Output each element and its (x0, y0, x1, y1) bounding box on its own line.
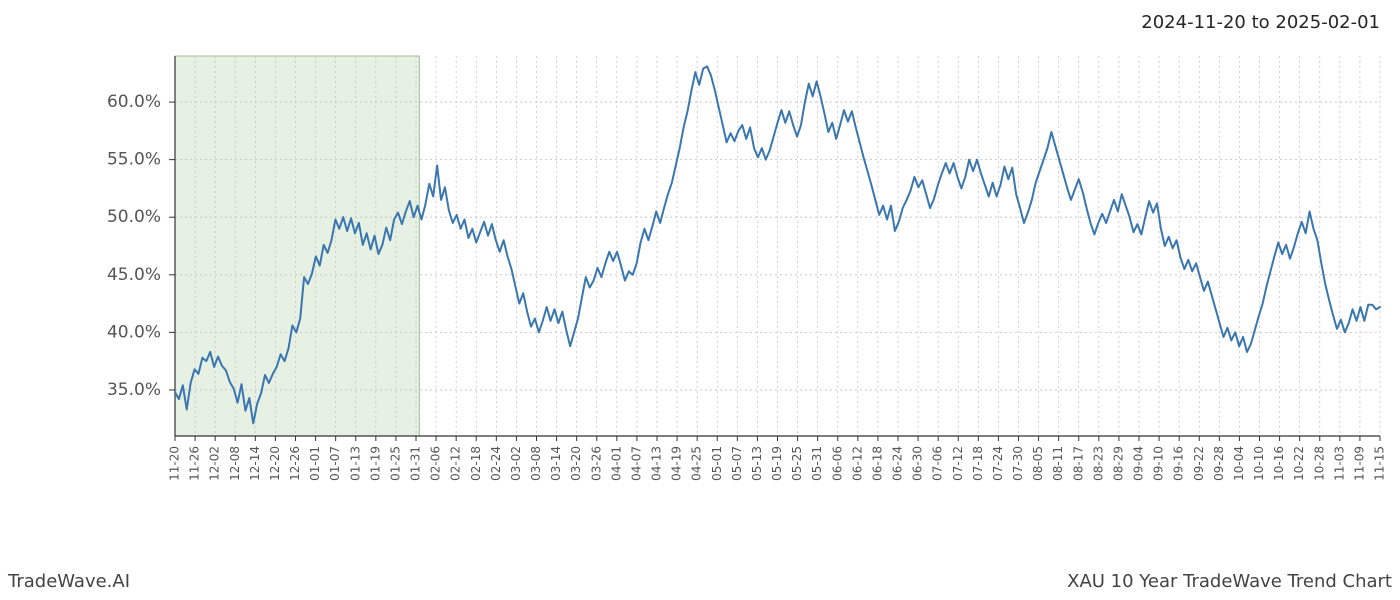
x-tick-label: 04-25 (690, 446, 704, 481)
x-tick-label: 11-26 (188, 446, 202, 481)
x-tick-label: 10-10 (1252, 446, 1266, 481)
date-range-title: 2024-11-20 to 2025-02-01 (1141, 12, 1380, 33)
x-tick-label: 05-13 (750, 446, 764, 481)
x-tick-label: 04-13 (650, 446, 664, 481)
x-tick-label: 05-25 (790, 446, 804, 481)
x-tick-label: 12-26 (288, 446, 302, 481)
x-tick-label: 12-14 (248, 446, 262, 481)
x-tick-label: 09-10 (1152, 446, 1166, 481)
x-tick-label: 05-31 (810, 446, 824, 481)
x-tick-label: 07-18 (971, 446, 985, 481)
x-tick-label: 01-07 (328, 446, 342, 481)
trend-chart: 35.0% 40.0% 45.0% 50.0% 55.0% 60.0% 11-20 11-26… (0, 36, 1400, 556)
x-tick-label: 03-20 (569, 446, 583, 481)
x-tick-label: 08-17 (1071, 446, 1085, 481)
x-tick-label: 04-07 (629, 446, 643, 481)
x-tick-label: 11-15 (1373, 446, 1387, 481)
x-tick-label: 03-14 (549, 446, 563, 481)
x-tick-label: 11-09 (1352, 446, 1366, 481)
x-tick-label: 06-18 (870, 446, 884, 481)
x-tick-label: 07-30 (1011, 446, 1025, 481)
x-tick-label: 07-12 (951, 446, 965, 481)
x-tick-label: 12-08 (228, 446, 242, 481)
brand-label: TradeWave.AI (8, 571, 130, 592)
x-tick-label: 05-19 (770, 446, 784, 481)
x-tick-label: 12-20 (268, 446, 282, 481)
x-tick-label: 02-24 (489, 446, 503, 481)
x-tick-label: 06-24 (891, 446, 905, 481)
x-tick-label: 06-12 (850, 446, 864, 481)
y-tick-label: 55.0% (107, 150, 161, 170)
x-tick-label: 01-25 (388, 446, 402, 481)
x-tick-label: 09-04 (1132, 446, 1146, 481)
x-tick-label: 10-28 (1312, 446, 1326, 481)
x-tick-label: 01-01 (308, 446, 322, 481)
x-tick-label: 02-12 (449, 446, 463, 481)
x-tick-label: 06-30 (911, 446, 925, 481)
x-tick-label: 09-16 (1172, 446, 1186, 481)
x-tick-label: 10-04 (1232, 446, 1246, 481)
x-tick-label: 05-01 (710, 446, 724, 481)
x-tick-label: 07-24 (991, 446, 1005, 481)
y-tick-label: 50.0% (107, 207, 161, 227)
x-tick-label: 08-05 (1031, 446, 1045, 481)
x-tick-label: 03-02 (509, 446, 523, 481)
x-tick-label: 09-28 (1212, 446, 1226, 481)
chart-title: XAU 10 Year TradeWave Trend Chart (1067, 571, 1392, 592)
x-tick-label: 01-13 (348, 446, 362, 481)
x-tick-label: 01-31 (409, 446, 423, 481)
x-tick-label: 02-18 (469, 446, 483, 481)
x-tick-label: 09-22 (1192, 446, 1206, 481)
x-tick-label: 02-06 (429, 446, 443, 481)
x-tick-label: 03-26 (589, 446, 603, 481)
x-tick-label: 04-19 (670, 446, 684, 481)
x-tick-label: 10-22 (1292, 446, 1306, 481)
x-tick-label: 11-20 (168, 446, 182, 481)
x-tick-label: 01-19 (368, 446, 382, 481)
x-tick-label: 12-02 (208, 446, 222, 481)
y-tick-label: 45.0% (107, 265, 161, 285)
x-tick-label: 08-29 (1111, 446, 1125, 481)
y-tick-label: 60.0% (107, 92, 161, 112)
y-tick-label: 35.0% (107, 380, 161, 400)
x-tick-label: 10-16 (1272, 446, 1286, 481)
y-tick-label: 40.0% (107, 322, 161, 342)
x-tick-label: 11-03 (1332, 446, 1346, 481)
x-tick-label: 03-08 (529, 446, 543, 481)
x-tick-label: 08-11 (1051, 446, 1065, 481)
x-tick-label: 08-23 (1091, 446, 1105, 481)
x-tick-label: 05-07 (730, 446, 744, 481)
x-tick-label: 06-06 (830, 446, 844, 481)
x-tick-label: 04-01 (609, 446, 623, 481)
x-tick-label: 07-06 (931, 446, 945, 481)
